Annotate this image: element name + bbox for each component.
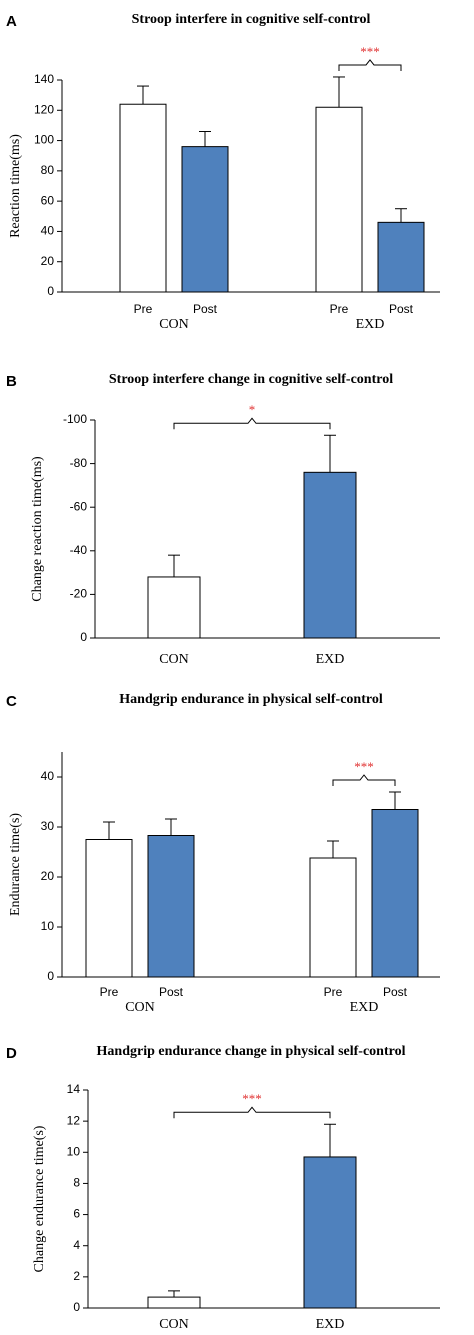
x-tick-label: CON [159,1317,189,1332]
significance-label: *** [360,44,380,59]
y-tick-label: -20 [70,587,88,601]
x-sub-label: Pre [324,985,343,999]
y-tick-label: 140 [34,72,54,86]
chart-title: Handgrip endurance change in physical se… [97,1044,406,1059]
bar [377,221,425,293]
x-sub-label: Post [389,302,414,316]
y-tick-label: -100 [63,412,87,426]
bar [147,576,201,639]
x-tick-label: CON [159,317,189,332]
y-tick-label: 2 [73,1269,80,1283]
bar [315,106,363,293]
bar [147,1296,201,1309]
chart-title: Handgrip endurance in physical self-cont… [119,692,383,707]
panel-label: A [6,13,17,30]
y-tick-label: -80 [70,456,88,470]
y-tick-label: 60 [41,193,55,207]
bar [147,835,195,978]
x-sub-label: Post [193,302,218,316]
y-tick-label: 0 [73,1300,80,1314]
x-tick-label: CON [159,652,189,667]
y-tick-label: 20 [41,254,55,268]
bar [309,857,357,978]
y-tick-label: 14 [67,1082,81,1096]
bar [371,809,419,978]
chart-title: Stroop interfere change in cognitive sel… [109,372,393,387]
y-tick-label: 30 [41,819,55,833]
significance-bracket [332,774,396,786]
bar [303,1156,357,1309]
x-tick-label: EXD [356,317,385,332]
significance-bracket [173,1106,331,1119]
y-tick-label: 4 [73,1238,80,1252]
x-tick-label: CON [125,1000,155,1015]
x-sub-label: Pre [100,985,119,999]
x-tick-label: EXD [316,652,345,667]
y-tick-label: 10 [41,919,55,933]
y-tick-label: 10 [67,1144,81,1158]
x-sub-label: Post [383,985,408,999]
significance-bracket [173,417,331,430]
x-tick-label: EXD [316,1317,345,1332]
x-sub-label: Pre [330,302,349,316]
x-tick-label: EXD [350,1000,379,1015]
y-tick-label: -60 [70,499,88,513]
y-axis-label: Reaction time(ms) [8,134,23,238]
bar [119,103,167,293]
panel-label: D [6,1045,17,1062]
chart-title: Stroop interfere in cognitive self-contr… [132,12,371,27]
y-tick-label: 12 [67,1113,81,1127]
x-sub-label: Post [159,985,184,999]
significance-label: *** [242,1091,262,1106]
significance-label: *** [354,759,374,774]
y-tick-label: 0 [80,630,87,644]
y-tick-label: 100 [34,133,54,147]
y-tick-label: -40 [70,543,88,557]
y-tick-label: 6 [73,1207,80,1221]
y-tick-label: 0 [47,969,54,983]
y-tick-label: 40 [41,224,55,238]
y-tick-label: 120 [34,102,54,116]
y-tick-label: 80 [41,163,55,177]
x-sub-label: Pre [134,302,153,316]
bar [181,146,229,293]
bar [303,471,357,639]
y-tick-label: 0 [47,284,54,298]
y-axis-label: Change reaction time(ms) [30,456,45,602]
y-axis-label: Endurance time(s) [8,813,23,916]
bar [85,839,133,978]
significance-label: * [249,402,256,417]
y-tick-label: 8 [73,1176,80,1190]
y-tick-label: 40 [41,769,55,783]
panel-label: C [6,693,17,710]
significance-bracket [338,59,402,71]
y-axis-label: Change endurance time(s) [32,1125,47,1272]
panel-label: B [6,373,17,390]
y-tick-label: 20 [41,869,55,883]
